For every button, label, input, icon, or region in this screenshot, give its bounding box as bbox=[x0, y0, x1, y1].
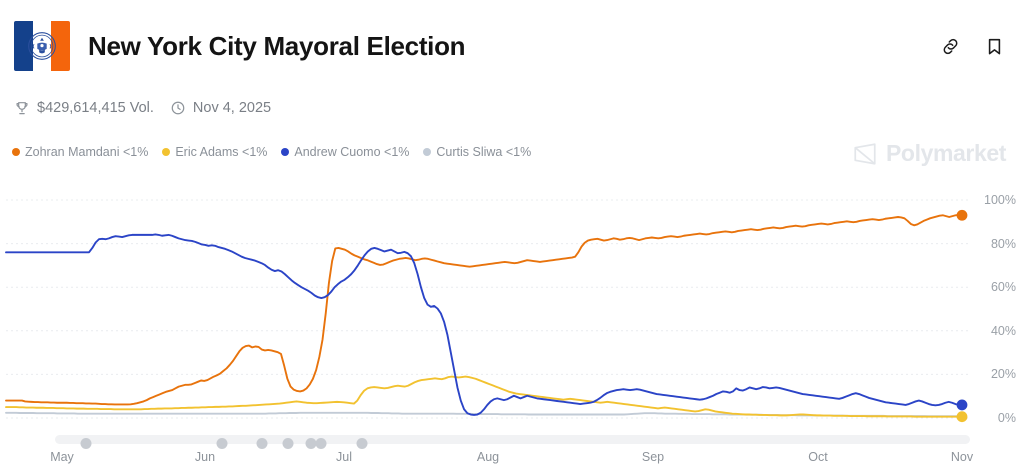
series-line-zohran-mamdani bbox=[5, 213, 963, 406]
legend-label: Eric Adams <1% bbox=[175, 145, 268, 159]
series-end-dot-zohran-mamdani bbox=[956, 209, 968, 221]
date-meta: Nov 4, 2025 bbox=[170, 100, 271, 116]
legend-item-curtis-sliwa[interactable]: Curtis Sliwa <1% bbox=[423, 145, 531, 159]
y-axis-labels: 0% 20% 40% 60% 80% 100% bbox=[968, 186, 1016, 434]
x-tick-label-oct: Oct bbox=[808, 450, 828, 464]
polymarket-logo-icon bbox=[854, 142, 876, 165]
y-tick-label: 80% bbox=[990, 236, 1016, 251]
legend-label: Zohran Mamdani <1% bbox=[25, 145, 149, 159]
legend-label: Curtis Sliwa <1% bbox=[436, 145, 532, 159]
legend-color-dot bbox=[423, 148, 432, 156]
timeline-event-dot[interactable] bbox=[356, 437, 368, 449]
market-meta: $429,614,415 Vol. Nov 4, 2025 bbox=[14, 100, 271, 116]
timeline-track[interactable] bbox=[55, 435, 970, 449]
series-end-dot-andrew-cuomo bbox=[956, 399, 968, 411]
x-tick-label-jul: Jul bbox=[336, 450, 352, 464]
x-axis-labels: May Jun Jul Aug Sep Oct Nov bbox=[0, 450, 1024, 471]
date-value: Nov 4, 2025 bbox=[192, 100, 272, 116]
legend-item-eric-adams[interactable]: Eric Adams <1% bbox=[162, 145, 267, 159]
watermark-text: Polymarket bbox=[885, 140, 1006, 166]
legend-item-andrew-cuomo[interactable]: Andrew Cuomo <1% bbox=[281, 145, 409, 159]
volume-meta: $429,614,415 Vol. bbox=[14, 100, 154, 116]
copy-link-icon[interactable] bbox=[938, 34, 962, 58]
price-chart: 0% 20% 40% 60% 80% 100% bbox=[0, 186, 1024, 434]
volume-value: $429,614,415 Vol. bbox=[37, 100, 154, 116]
x-tick-label-nov: Nov bbox=[950, 450, 974, 464]
event-timeline[interactable] bbox=[0, 430, 1024, 449]
legend-color-dot bbox=[162, 148, 171, 156]
series-line-eric-adams bbox=[5, 375, 963, 418]
trophy-icon bbox=[16, 102, 28, 115]
x-tick-label-jun: Jun bbox=[194, 450, 216, 464]
timeline-event-dot[interactable] bbox=[256, 437, 268, 449]
legend-color-dot bbox=[281, 148, 290, 156]
y-tick-label: 0% bbox=[997, 411, 1016, 425]
legend-item-zohran-mamdani[interactable]: Zohran Mamdani <1% bbox=[12, 145, 148, 159]
chart-legend: Zohran Mamdani <1% Eric Adams <1% Andrew C… bbox=[12, 145, 531, 159]
nyc-flag-logo bbox=[14, 21, 70, 71]
flag-blue-band bbox=[14, 21, 33, 71]
market-header: New York City Mayoral Election bbox=[0, 0, 1024, 92]
flag-orange-band bbox=[51, 21, 70, 71]
series-line-andrew-cuomo bbox=[5, 233, 963, 416]
page-title: New York City Mayoral Election bbox=[88, 30, 466, 61]
chart-canvas[interactable] bbox=[0, 186, 1024, 434]
y-tick-label: 60% bbox=[990, 280, 1016, 295]
x-tick-label-may: May bbox=[50, 450, 74, 464]
clock-icon bbox=[171, 101, 185, 115]
legend-color-dot bbox=[12, 148, 20, 156]
bookmark-icon[interactable] bbox=[982, 34, 1006, 58]
header-actions bbox=[938, 34, 1006, 58]
timeline-event-dot[interactable] bbox=[305, 437, 317, 449]
polymarket-watermark: Polymarket bbox=[852, 140, 1006, 167]
y-tick-label: 40% bbox=[990, 323, 1016, 338]
y-tick-label: 20% bbox=[990, 367, 1016, 382]
x-tick-label-sep: Sep bbox=[641, 450, 665, 464]
nyc-seal-icon bbox=[28, 32, 56, 60]
x-tick-label-aug: Aug bbox=[476, 450, 500, 464]
legend-label: Andrew Cuomo <1% bbox=[294, 145, 410, 159]
timeline-event-dot[interactable] bbox=[80, 437, 92, 449]
y-tick-label: 100% bbox=[984, 193, 1016, 207]
timeline-event-dot[interactable] bbox=[282, 437, 294, 449]
series-end-dot-eric-adams bbox=[956, 411, 968, 423]
timeline-event-dot[interactable] bbox=[315, 437, 327, 449]
timeline-event-dot[interactable] bbox=[216, 437, 228, 449]
